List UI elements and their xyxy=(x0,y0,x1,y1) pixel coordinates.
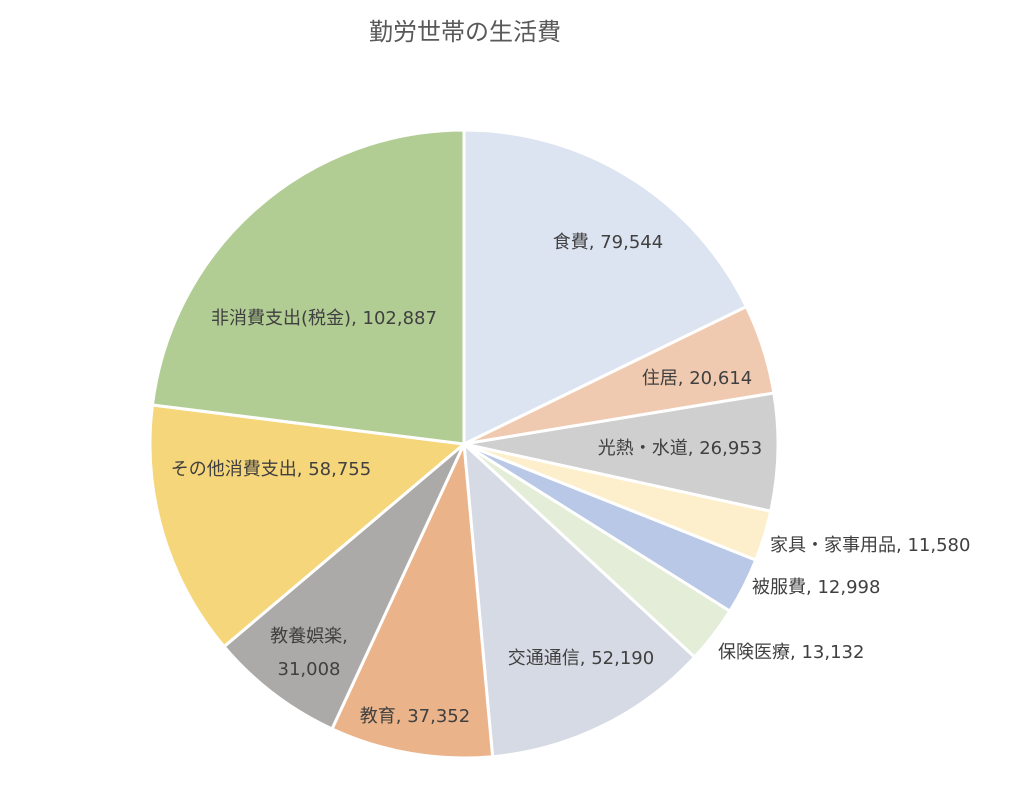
pie-slice-1 xyxy=(462,128,749,447)
pie-slice-7 xyxy=(462,440,697,759)
data-label-5: 被服費, 12,998 xyxy=(752,577,880,598)
data-label-7: 交通通信, 52,190 xyxy=(508,648,654,669)
data-label-2: 住居, 20,614 xyxy=(642,368,752,389)
pie-slice-9 xyxy=(221,442,466,731)
pie-slice-10 xyxy=(148,403,468,649)
chart-title: 勤労世帯の生活費 xyxy=(369,18,561,46)
pie-slice-3 xyxy=(463,391,780,514)
pie-slice-8 xyxy=(330,438,495,760)
data-label-1: 食費, 79,544 xyxy=(553,232,663,253)
data-label-9: 教養娯楽, 31,008 xyxy=(270,626,348,680)
data-label-6: 保険医療, 13,132 xyxy=(718,642,864,663)
data-label-10: その他消費支出, 58,755 xyxy=(171,459,371,480)
pie-slice-11 xyxy=(150,128,466,446)
data-label-3: 光熱・水道, 26,953 xyxy=(598,438,762,459)
data-label-8: 教育, 37,352 xyxy=(360,706,470,727)
data-label-11: 非消費支出(税金), 102,887 xyxy=(211,308,437,329)
data-label-4: 家具・家事用品, 11,580 xyxy=(770,535,970,556)
